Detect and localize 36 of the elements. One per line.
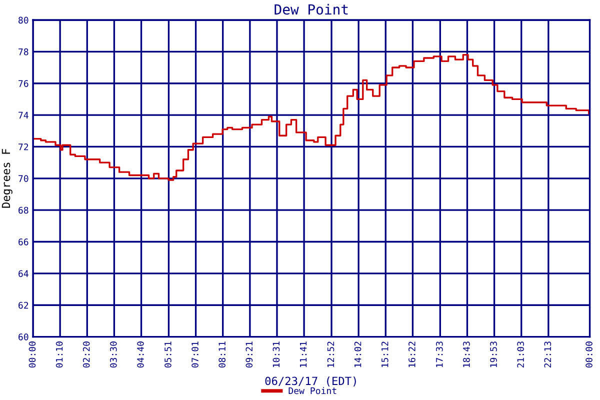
x-tick-label: 12:52	[327, 342, 334, 368]
x-tick-label: 00:00	[28, 342, 36, 368]
y-tick-label: 66	[18, 238, 28, 246]
y-tick-label: 68	[18, 206, 28, 214]
y-tick-label: 62	[18, 302, 28, 309]
x-tick-label: 10:31	[272, 342, 280, 368]
legend-label: Dew Point	[288, 387, 336, 394]
y-tick-label: 78	[18, 48, 28, 56]
x-tick-label: 18:43	[463, 342, 470, 368]
y-tick-label: 76	[18, 80, 28, 87]
y-tick-label: 72	[18, 143, 28, 150]
x-tick-label: 03:30	[110, 342, 117, 368]
x-tick-label: 07:01	[192, 342, 198, 368]
y-tick-label: 70	[18, 175, 28, 182]
x-tick-label: 04:40	[137, 342, 144, 368]
x-tick-label: 14:02	[354, 342, 362, 368]
x-axis-title: 06/23/17 (EDT)	[265, 376, 356, 386]
y-tick-label: 64	[18, 270, 28, 278]
chart-title: Dew Point	[274, 4, 348, 15]
x-tick-label: 19:53	[490, 342, 497, 368]
y-tick-label: 60	[18, 334, 28, 340]
x-tick-label: 15:12	[381, 342, 388, 368]
x-tick-label: 11:41	[300, 342, 307, 368]
x-tick-label: 00:00	[586, 342, 592, 368]
y-axis-title: Degrees F	[2, 148, 12, 208]
x-tick-label: 22:13	[544, 342, 552, 368]
x-tick-label: 17:33	[436, 342, 443, 368]
y-tick-label: 80	[18, 16, 28, 24]
x-tick-label: 05:51	[164, 342, 172, 368]
x-tick-label: 16:22	[408, 342, 416, 368]
x-tick-label: 01:10	[56, 342, 63, 368]
y-tick-label: 74	[18, 112, 28, 118]
x-tick-label: 09:21	[246, 342, 253, 368]
x-tick-label: 21:03	[517, 342, 524, 368]
x-tick-label: 08:11	[218, 342, 226, 368]
x-tick-label: 02:20	[82, 342, 90, 368]
